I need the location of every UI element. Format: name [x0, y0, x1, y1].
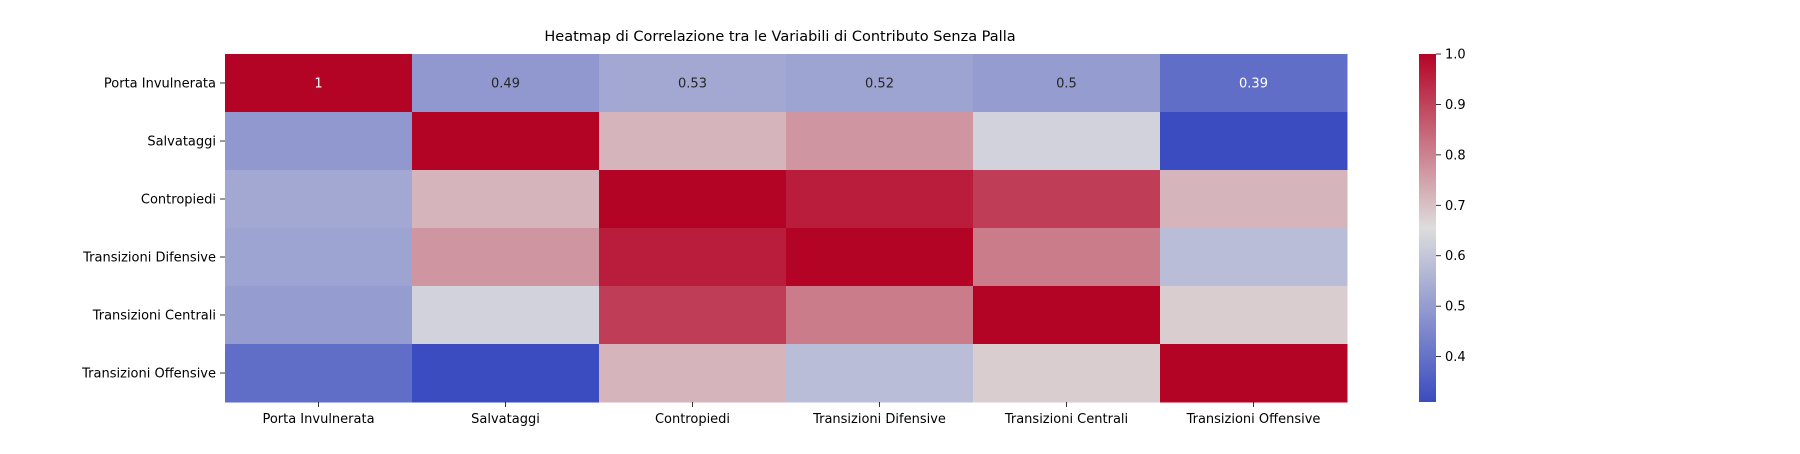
chart-title: Heatmap di Correlazione tra le Variabili… — [544, 29, 1015, 45]
heatmap-cell — [786, 286, 974, 345]
x-tick-labels: Porta Invulnerata Salvataggi Contropiedi Tr… — [262, 402, 1320, 427]
x-tick-label: Transizioni Centrali — [1004, 412, 1128, 427]
colorbar: 0.4 0.5 0.6 0.7 0.8 0.9 1.0 — [1419, 48, 1466, 402]
colorbar-tick-label: 0.8 — [1445, 148, 1466, 163]
y-tick-label: Porta Invulnerata — [104, 77, 216, 92]
heatmap-cell — [599, 112, 787, 171]
heatmap-cell — [1160, 54, 1348, 113]
heatmap-cell — [225, 228, 413, 287]
cell-annotation: 0.52 — [865, 77, 894, 92]
heatmap-cell — [786, 170, 974, 229]
y-tick-label: Salvataggi — [147, 135, 216, 150]
colorbar-tick-label: 1.0 — [1445, 48, 1466, 63]
cell-annotation: 0.53 — [678, 77, 707, 92]
heatmap-cell — [1160, 170, 1348, 229]
heatmap-cell — [599, 228, 787, 287]
cell-annotation: 0.5 — [1056, 77, 1077, 92]
cell-annotation: 0.39 — [1239, 77, 1268, 92]
colorbar-tick-label: 0.4 — [1445, 350, 1466, 365]
y-tick-label: Transizioni Difensive — [82, 251, 216, 266]
heatmap-cell — [973, 344, 1161, 403]
heatmap-cell — [599, 286, 787, 345]
heatmap-cell — [973, 112, 1161, 171]
heatmap-cell — [412, 170, 600, 229]
cell-annotation: 0.49 — [491, 77, 520, 92]
heatmap-cell — [412, 54, 600, 113]
heatmap-cell — [599, 170, 787, 229]
heatmap-cell — [973, 286, 1161, 345]
colorbar-tick-label: 0.9 — [1445, 98, 1466, 113]
x-tick-label: Contropiedi — [655, 412, 730, 427]
heatmap-cell — [1160, 112, 1348, 171]
y-tick-label: Transizioni Centrali — [92, 309, 216, 324]
heatmap-cell — [225, 286, 413, 345]
heatmap-cell — [786, 228, 974, 287]
colorbar-tick-label: 0.7 — [1445, 199, 1466, 214]
y-tick-label: Contropiedi — [141, 193, 216, 208]
x-tick-label: Salvataggi — [471, 412, 540, 427]
heatmap-cell — [786, 344, 974, 403]
heatmap-cell — [225, 112, 413, 171]
heatmap-cell — [973, 54, 1161, 113]
heatmap-cell — [973, 170, 1161, 229]
heatmap-cell — [786, 112, 974, 171]
heatmap-cells — [225, 54, 1348, 403]
heatmap-cell — [412, 286, 600, 345]
heatmap-cell — [599, 344, 787, 403]
cell-annotations: 1 0.49 0.53 0.52 0.5 0.39 — [314, 77, 1268, 92]
heatmap-cell — [412, 228, 600, 287]
heatmap-cell — [225, 170, 413, 229]
x-tick-label: Transizioni Difensive — [812, 412, 946, 427]
x-tick-label: Transizioni Offensive — [1186, 412, 1321, 427]
y-tick-label: Transizioni Offensive — [81, 367, 216, 382]
y-tick-labels: Porta Invulnerata Salvataggi Contropiedi Tr… — [81, 77, 225, 382]
colorbar-gradient — [1419, 54, 1436, 402]
cell-annotation: 1 — [314, 77, 322, 92]
heatmap-cell — [412, 112, 600, 171]
heatmap-cell — [412, 344, 600, 403]
heatmap-cell — [599, 54, 787, 113]
heatmap-cell — [1160, 286, 1348, 345]
heatmap-cell — [1160, 228, 1348, 287]
colorbar-tick-label: 0.6 — [1445, 249, 1466, 264]
heatmap-cell — [1160, 344, 1348, 403]
heatmap-cell — [786, 54, 974, 113]
heatmap-cell — [225, 54, 413, 113]
heatmap-cell — [225, 344, 413, 403]
colorbar-tick-label: 0.5 — [1445, 300, 1466, 315]
heatmap-cell — [973, 228, 1161, 287]
x-tick-label: Porta Invulnerata — [262, 412, 374, 427]
